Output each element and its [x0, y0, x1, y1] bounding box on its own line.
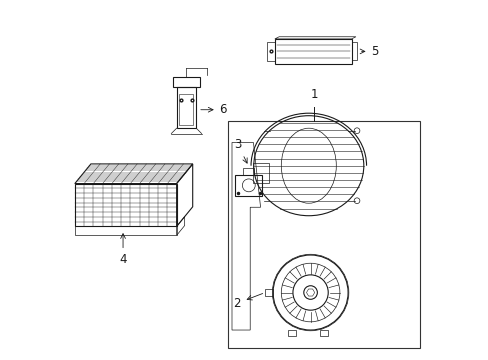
Bar	[176, 87, 196, 128]
Bar	[252, 163, 268, 183]
Bar	[320, 330, 327, 337]
Bar	[173, 77, 200, 87]
Bar	[274, 39, 351, 64]
Text: 2: 2	[233, 293, 262, 310]
Text: 3: 3	[234, 139, 246, 163]
Bar	[264, 289, 272, 296]
Text: 4: 4	[119, 234, 126, 266]
Bar	[179, 94, 193, 125]
Text: 5: 5	[359, 45, 378, 58]
Bar	[266, 42, 274, 61]
Bar	[243, 168, 254, 175]
Bar	[228, 121, 419, 348]
Text: 1: 1	[310, 89, 317, 102]
Bar	[287, 330, 295, 337]
Text: 6: 6	[201, 103, 226, 116]
Bar	[235, 175, 262, 196]
Bar	[351, 42, 356, 60]
